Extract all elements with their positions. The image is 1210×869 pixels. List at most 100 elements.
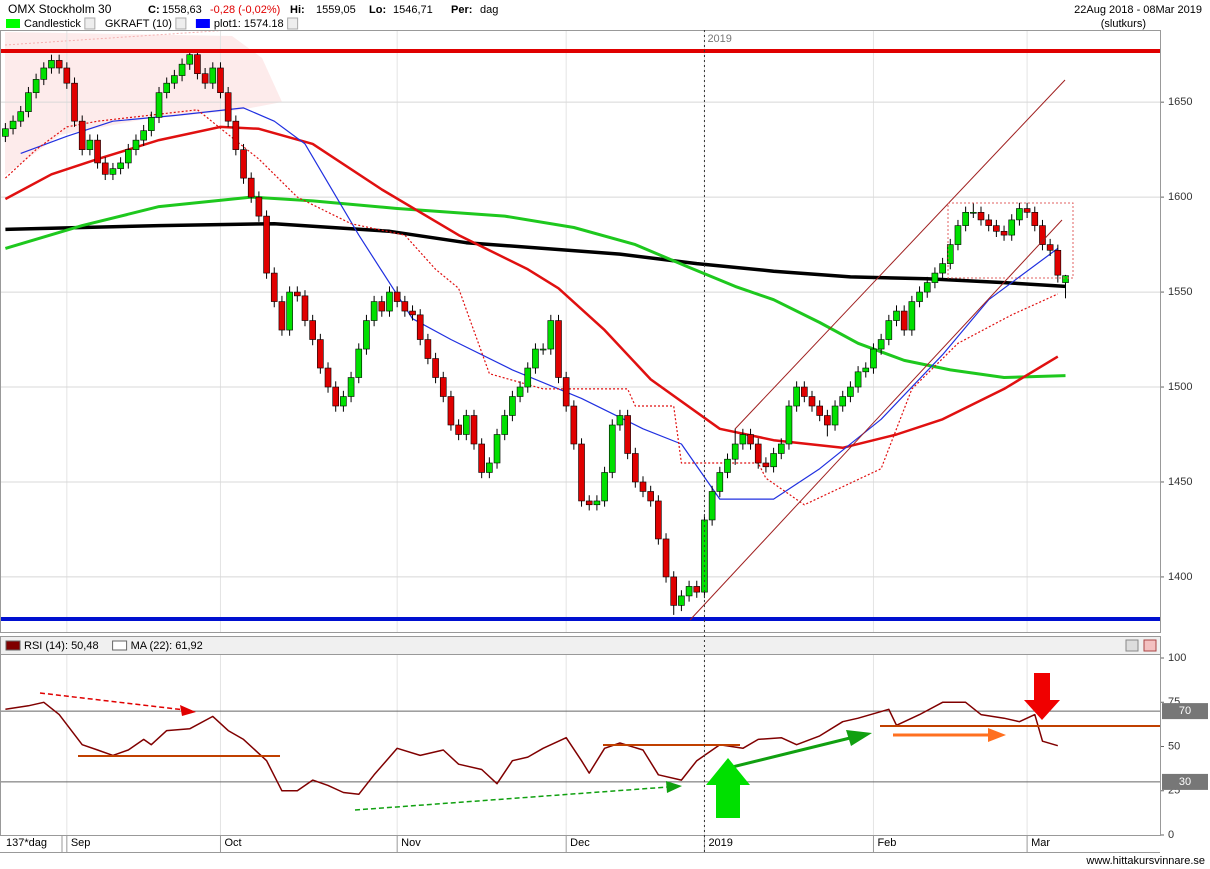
high-label: Hi:: [290, 4, 305, 16]
candle-body: [770, 453, 777, 468]
y-tick-label: 1550: [1168, 286, 1192, 298]
price-frame: [0, 30, 1161, 633]
candle-body: [393, 291, 401, 302]
candle-body: [1000, 230, 1008, 236]
threshold-label: 70: [1179, 705, 1191, 717]
candle-body: [278, 301, 286, 331]
candle-body: [217, 67, 224, 93]
candle-body: [808, 396, 816, 407]
series-line: [5, 701, 1059, 796]
candle-body: [1031, 212, 1039, 226]
panel-button[interactable]: [1125, 639, 1139, 652]
candle-body: [624, 415, 631, 454]
x-tick-label: Sep: [71, 837, 91, 849]
legend-dropdown[interactable]: [84, 17, 96, 30]
candle-body: [424, 339, 432, 359]
candle-body: [48, 60, 55, 69]
candle-body: [831, 405, 839, 426]
legend-label: MA (22): 61,92: [131, 640, 203, 652]
candle-body: [647, 491, 654, 502]
candle-body: [985, 219, 992, 226]
legend-label: Candlestick: [24, 18, 81, 30]
legend-swatch: [5, 640, 21, 651]
candle-body: [232, 120, 240, 150]
candle-body: [363, 320, 370, 350]
candle-body: [877, 339, 885, 350]
candle-body: [762, 462, 770, 468]
legend-swatch: [195, 19, 210, 28]
close-value: 1558,63: [162, 4, 202, 16]
candle-body: [993, 225, 1000, 232]
sell-arrow: [1024, 673, 1060, 720]
candle-body: [155, 92, 163, 118]
legend-dropdown[interactable]: [287, 17, 299, 30]
legend-dropdown[interactable]: [175, 17, 187, 30]
candle-body: [32, 79, 40, 93]
candle-body: [839, 396, 847, 407]
legend-label: RSI (14): 50,48: [24, 640, 99, 652]
candle-body: [816, 405, 823, 416]
change: -0,28 (-0,02%): [210, 4, 280, 16]
x-tick-label: Oct: [224, 837, 241, 849]
y-tick-label: 100: [1168, 652, 1186, 664]
candle-body: [71, 82, 78, 122]
candle-body: [17, 111, 25, 122]
series-line: [4, 125, 1059, 450]
arrow-head: [180, 705, 196, 716]
candle-body: [432, 358, 439, 378]
candle-body: [309, 320, 316, 340]
candle-body: [509, 396, 516, 416]
year-marker: 2019: [707, 33, 731, 45]
arrow-head: [988, 728, 1006, 742]
candle-body: [301, 295, 309, 321]
candle-body: [777, 443, 785, 454]
y-tick-label: 1400: [1168, 571, 1192, 583]
candle-body: [55, 60, 63, 69]
candle-body: [293, 291, 301, 297]
candle-body: [916, 291, 923, 302]
x-tick-label: Mar: [1031, 837, 1050, 849]
candle-body: [962, 212, 969, 226]
candle-body: [893, 310, 900, 321]
candle-body: [570, 405, 578, 445]
candle-body: [824, 415, 831, 426]
candle-body: [562, 377, 570, 407]
candle-body: [885, 320, 893, 340]
candle-body: [747, 434, 754, 445]
candle-body: [163, 82, 171, 93]
candle-body: [132, 139, 140, 150]
candle-body: [263, 215, 270, 274]
candle-body: [463, 415, 470, 435]
candle-body: [662, 538, 670, 578]
candle-body: [539, 348, 547, 351]
candle-body: [939, 263, 946, 274]
candle-body: [340, 396, 347, 407]
y-tick-label: 0: [1168, 829, 1174, 841]
annotations: [39, 673, 1160, 818]
legend-swatch: [6, 19, 20, 28]
candle-body: [1008, 219, 1016, 236]
trend-arrow: [354, 786, 669, 811]
buy-arrow: [706, 758, 750, 818]
candle-body: [370, 301, 378, 321]
threshold-box: [1162, 703, 1208, 720]
close-button[interactable]: [1143, 639, 1157, 652]
arrow-head: [666, 781, 682, 793]
high-value: 1559,05: [316, 4, 356, 16]
x-tick-label: 2019: [708, 837, 732, 849]
legend-swatch: [112, 640, 128, 651]
candle-body: [332, 386, 340, 407]
candle-body: [240, 149, 247, 179]
period-count: 137*dag: [6, 837, 47, 849]
candle-body: [124, 149, 132, 164]
low-value: 1546,71: [393, 4, 433, 16]
candle-body: [224, 92, 232, 122]
candle-body: [247, 177, 255, 198]
candle-body: [977, 212, 985, 221]
rsi-frame: [0, 654, 1161, 836]
candle-body: [923, 282, 931, 293]
y-tick-label: 50: [1168, 740, 1180, 752]
close-label: C:: [148, 4, 160, 16]
candle-body: [739, 434, 747, 445]
